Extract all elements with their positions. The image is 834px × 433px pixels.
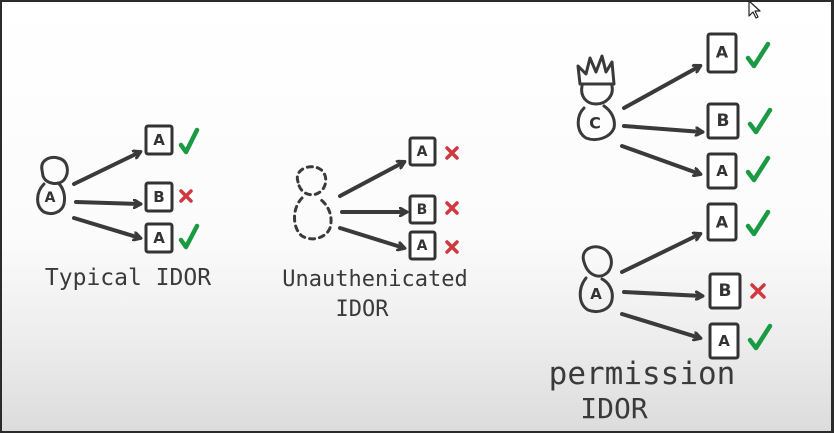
target-object: B	[408, 194, 459, 225]
actor-letter: C	[589, 114, 601, 133]
caption-idor: IDOR	[580, 392, 648, 425]
object-letter: B	[417, 202, 428, 218]
access-arrow	[620, 144, 700, 174]
allowed-check-icon	[747, 107, 773, 135]
user-head-icon	[40, 156, 69, 185]
object-box	[408, 230, 437, 261]
target-object: B	[706, 102, 773, 140]
actor-user-a: A	[36, 156, 69, 216]
object-box	[706, 152, 738, 190]
target-object: A	[706, 202, 771, 242]
access-arrow	[74, 202, 140, 204]
object-box	[408, 194, 437, 225]
panel-typical-idor: A A B A Typical IDOR	[36, 124, 211, 291]
access-arrow	[72, 216, 140, 238]
allowed-check-icon	[745, 41, 771, 69]
object-box	[706, 32, 738, 74]
denied-cross-icon	[179, 189, 193, 203]
object-letter: B	[153, 188, 164, 206]
actor-anonymous-user	[293, 165, 333, 241]
access-arrow	[622, 124, 702, 132]
target-object: A	[144, 124, 200, 156]
access-arrow	[338, 162, 404, 198]
object-letter: B	[719, 281, 732, 301]
target-object: B	[708, 272, 766, 310]
object-box	[144, 181, 174, 213]
panel-permission-idor: C A B A A A	[549, 32, 773, 425]
anonymous-head-icon	[295, 165, 328, 197]
allowed-check-icon	[178, 127, 200, 155]
caption-idor: IDOR	[336, 297, 390, 322]
allowed-check-icon	[747, 323, 773, 351]
denied-cross-icon	[750, 283, 766, 299]
target-object: A	[408, 136, 459, 167]
crown-icon	[576, 54, 616, 86]
actor-letter: A	[45, 190, 56, 206]
denied-cross-icon	[445, 240, 459, 254]
actor-letter: A	[590, 285, 602, 303]
object-box	[708, 322, 740, 360]
object-letter: A	[153, 131, 165, 149]
user-body-icon	[578, 276, 614, 314]
allowed-check-icon	[745, 209, 771, 237]
object-letter: A	[716, 213, 729, 232]
object-box	[144, 222, 174, 254]
access-arrow	[72, 152, 140, 186]
user-head-icon	[580, 84, 614, 106]
access-arrow	[620, 312, 700, 338]
target-object: A	[706, 32, 771, 74]
target-object: B	[144, 181, 193, 213]
access-arrow	[622, 290, 702, 296]
allowed-check-icon	[745, 155, 771, 183]
caption-permission: permission	[549, 356, 736, 392]
denied-cross-icon	[445, 201, 459, 215]
allowed-check-icon	[178, 223, 200, 250]
access-arrow	[622, 66, 700, 110]
anonymous-body-icon	[293, 196, 333, 241]
access-arrow	[620, 234, 700, 274]
target-object: A	[144, 222, 200, 254]
object-letter: A	[417, 144, 428, 160]
caption-unauthenicated: Unauthenicated	[282, 267, 467, 292]
panel-unauthenticated-idor: A B A Unauthenicated IDOR	[282, 136, 468, 322]
access-arrow	[338, 226, 404, 248]
object-letter: A	[716, 43, 729, 62]
user-head-icon	[581, 245, 613, 278]
object-box	[408, 136, 437, 167]
user-body-icon	[36, 181, 66, 216]
denied-cross-icon	[445, 146, 459, 160]
actor-user-a: A	[578, 245, 614, 314]
object-letter: A	[718, 332, 730, 350]
object-letter: A	[716, 162, 728, 180]
arrow-cursor-icon	[748, 0, 761, 19]
object-letter: A	[153, 229, 165, 247]
object-letter: A	[417, 238, 428, 254]
object-box	[706, 102, 740, 140]
object-box	[708, 272, 742, 310]
object-box	[144, 124, 174, 156]
actor-admin-c: C	[576, 54, 616, 142]
target-object: A	[706, 152, 771, 190]
user-body-icon	[576, 104, 616, 142]
target-object: A	[708, 322, 773, 360]
caption-typical-idor: Typical IDOR	[45, 265, 211, 291]
target-object: A	[408, 230, 459, 261]
object-box	[706, 202, 738, 242]
object-letter: B	[717, 111, 730, 131]
